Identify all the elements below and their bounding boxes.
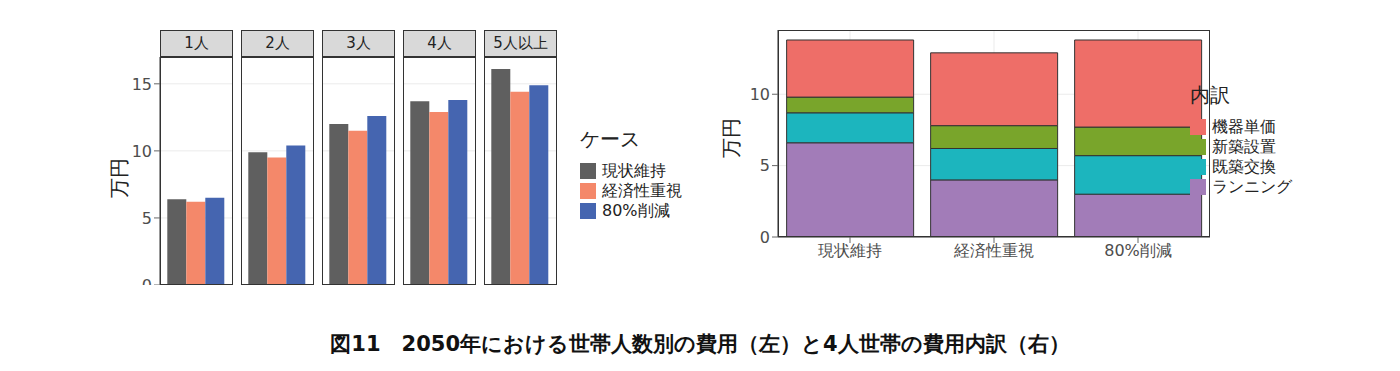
svg-text:80%削減: 80%削減 [1104,241,1172,260]
svg-text:0: 0 [760,228,770,247]
html-text:2人: 2人 [265,34,290,52]
html-text:図11 2050年における世帯人数別の費用（左）と4人世帯の: 図11 2050年における世帯人数別の費用（左）と4人世帯の費用内訳（右） [330,332,1070,356]
html-text:5人以上: 5人以上 [493,34,548,52]
html-text:万円: 万円 [719,118,743,158]
html-text:新築設置: 新築設置 [1212,136,1276,156]
html-text:現状維持: 現状維持 [602,160,666,180]
html-text:ケース: ケース [580,127,640,151]
svg-text:5: 5 [142,209,152,228]
svg-text:10: 10 [750,85,770,104]
svg-text:経済性重視: 経済性重視 [953,241,1034,260]
svg-text:15: 15 [132,75,152,94]
html-text:3人: 3人 [346,34,371,52]
html-text:4人: 4人 [427,34,452,52]
svg-text:0: 0 [142,276,152,285]
html-text:ランニング: ランニング [1212,176,1292,196]
html-text:既築交換: 既築交換 [1212,156,1276,176]
html-text:経済性重視: 経済性重視 [602,180,682,200]
svg-text:5: 5 [760,156,770,175]
html-text:1人: 1人 [184,34,209,52]
html-text:80%削減: 80%削減 [602,200,670,220]
html-text:内訳: 内訳 [1190,83,1230,107]
svg-text:10: 10 [132,142,152,161]
html-text:機器単価: 機器単価 [1212,116,1276,136]
html-text:万円: 万円 [107,158,131,198]
svg-text:現状維持: 現状維持 [818,241,882,260]
